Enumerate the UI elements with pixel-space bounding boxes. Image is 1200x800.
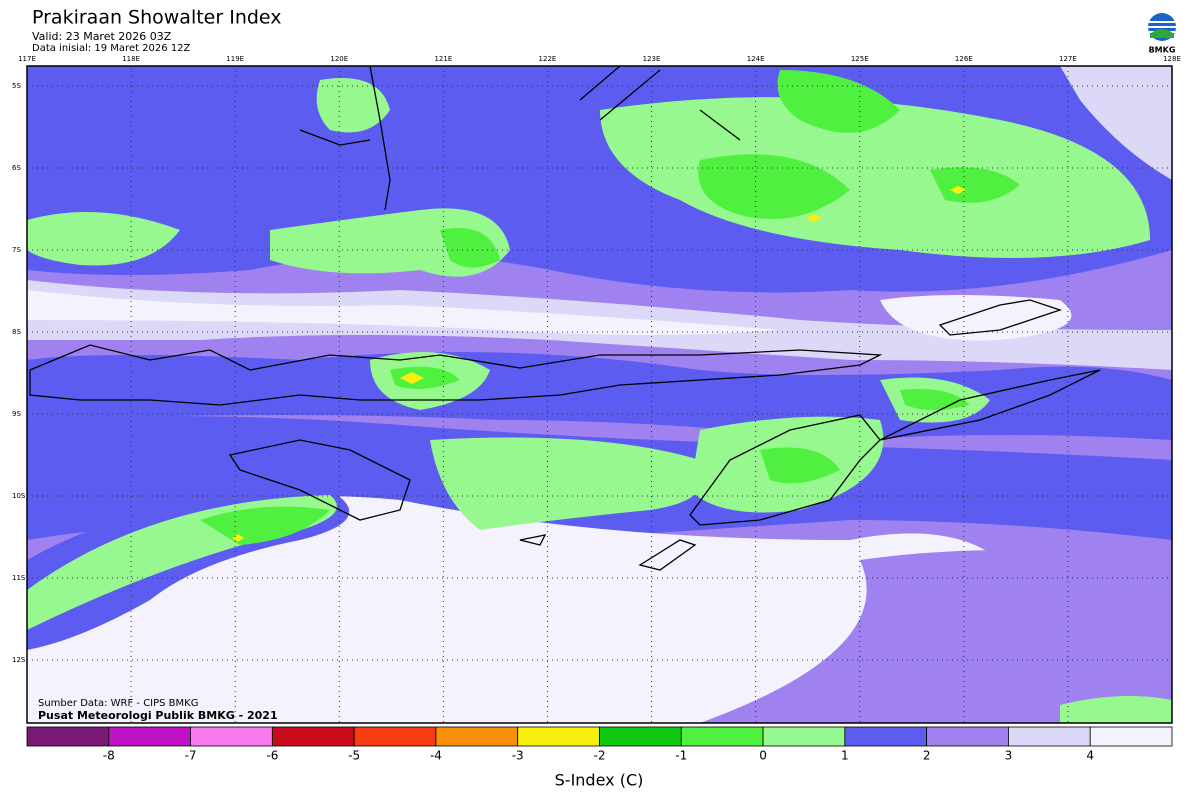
colorbar-tick: -1 [675,749,687,763]
lon-label: 127E [1059,55,1077,63]
lon-label: 124E [747,55,765,63]
colorbar-box [926,726,1009,747]
lat-label: 6S [12,164,21,172]
lon-label: 122E [539,55,557,63]
colorbar-box [680,726,764,747]
lat-label: 11S [12,574,26,582]
colorbar-box [108,726,191,747]
colorbar-box [26,726,110,747]
colorbar-box [517,726,600,747]
map-field [27,66,1172,723]
colorbar-tick: -5 [348,749,360,763]
colorbar-box [844,726,928,747]
colorbar-tick: 3 [1005,749,1013,763]
lon-label: 128E [1163,55,1181,63]
lat-label: 8S [12,328,21,336]
colorbar-tick: -6 [266,749,278,763]
colorbar-tick: -7 [185,749,197,763]
colorbar-tick: -3 [512,749,524,763]
colorbar-box [190,726,273,747]
colorbar-tick: 2 [923,749,931,763]
colorbar-tick: 4 [1086,749,1094,763]
valid: Valid: 23 Maret 2026 03Z [32,30,172,43]
lon-label: 117E [18,55,36,63]
colorbar-box [599,726,682,747]
logo: BMKG [1148,13,1176,55]
colorbar-box [435,726,519,747]
lon-label: 126E [955,55,973,63]
colorbar-tick: -8 [103,749,115,763]
colorbar-tick: 1 [841,749,849,763]
colorbar-tick: 0 [759,749,767,763]
colorbar-box [1089,726,1173,747]
logo-text: BMKG [1149,46,1176,55]
title: Prakiraan Showalter Index [32,7,282,29]
colorbar-box [271,726,355,747]
colorbar-box [762,726,846,747]
lon-label: 118E [122,55,140,63]
source: Sumber Data: WRF - CIPS BMKG [38,698,198,709]
map-frame [26,65,1173,724]
lon-label: 125E [851,55,869,63]
lat-label: 7S [12,246,21,254]
colorbar-label: S-Index (C) [555,771,644,790]
colorbar-box [1008,726,1091,747]
colorbar-tick: -2 [594,749,606,763]
colorbar-tick: -4 [430,749,442,763]
credit: Pusat Meteorologi Publik BMKG - 2021 [38,709,278,722]
lat-label: 9S [12,410,21,418]
init: Data inisial: 19 Maret 2026 12Z [32,43,191,54]
lat-label: 10S [12,492,26,500]
lon-label: 119E [226,55,244,63]
lon-label: 123E [643,55,661,63]
map-grid: 117E 118E 119E 120E 121E 122E 123E 124E 125E 126E… [12,55,1181,723]
lat-label: 5S [12,82,21,90]
colorbar-box [353,726,437,747]
lon-label: 120E [330,55,348,63]
colorbar: -8 -7 -6 -5 -4 -3 -2 -1 0 1 2 3 4 [26,726,1173,763]
lon-label: 121E [434,55,452,63]
lat-label: 12S [12,656,26,664]
